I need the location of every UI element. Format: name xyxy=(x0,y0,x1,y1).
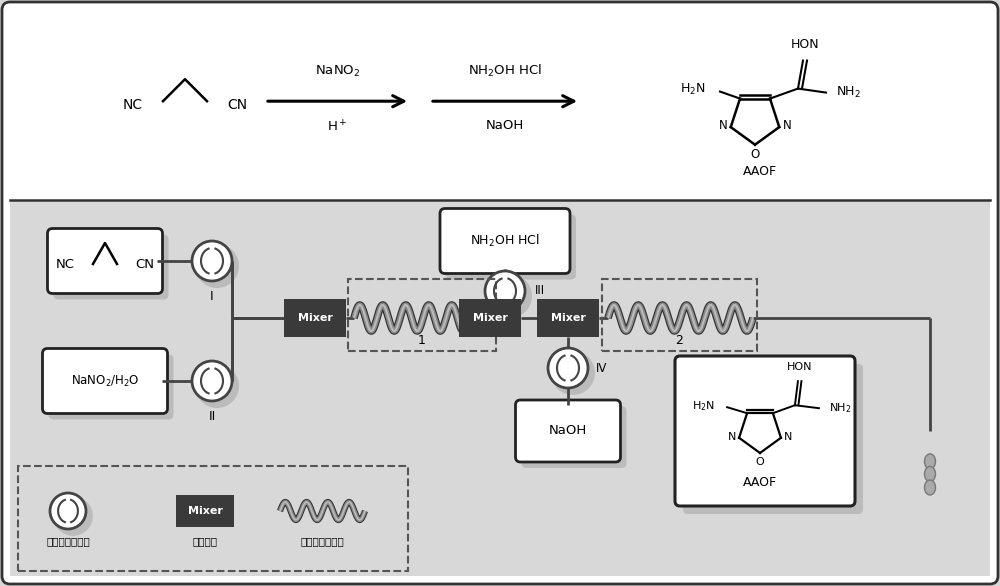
FancyBboxPatch shape xyxy=(54,234,169,299)
FancyBboxPatch shape xyxy=(446,214,576,280)
Circle shape xyxy=(50,493,86,529)
Ellipse shape xyxy=(195,244,239,288)
Text: 1: 1 xyxy=(418,335,426,347)
Text: Mixer: Mixer xyxy=(298,313,332,323)
Text: NaOH: NaOH xyxy=(549,424,587,438)
Text: HON: HON xyxy=(791,38,819,50)
FancyBboxPatch shape xyxy=(48,229,163,294)
Text: AAOF: AAOF xyxy=(743,165,777,178)
Bar xyxy=(10,200,990,576)
FancyBboxPatch shape xyxy=(43,349,168,414)
Circle shape xyxy=(192,241,232,281)
Text: N: N xyxy=(719,118,728,132)
Text: O: O xyxy=(750,148,760,161)
Ellipse shape xyxy=(488,274,532,318)
Text: N: N xyxy=(783,118,792,132)
Text: NH$_2$OH HCl: NH$_2$OH HCl xyxy=(468,63,542,79)
Text: CN: CN xyxy=(227,98,247,112)
Circle shape xyxy=(192,361,232,401)
Text: NH$_2$: NH$_2$ xyxy=(829,401,851,415)
Text: III: III xyxy=(535,284,545,298)
Text: 微流场反应装置: 微流场反应装置 xyxy=(301,536,344,546)
FancyBboxPatch shape xyxy=(683,364,863,514)
Text: 微混合器: 微混合器 xyxy=(193,536,218,546)
Text: N: N xyxy=(728,432,736,442)
Text: 注射泵或蠕动泵: 注射泵或蠕动泵 xyxy=(46,536,90,546)
Text: NaNO$_2$: NaNO$_2$ xyxy=(315,64,360,79)
Ellipse shape xyxy=(924,454,936,469)
Text: HON: HON xyxy=(787,362,812,372)
Bar xyxy=(10,10,990,200)
Text: II: II xyxy=(208,410,216,423)
Text: H$_2$N: H$_2$N xyxy=(680,82,706,97)
Text: CN: CN xyxy=(135,257,154,271)
Ellipse shape xyxy=(195,364,239,408)
FancyBboxPatch shape xyxy=(459,299,521,337)
Bar xyxy=(602,279,757,351)
FancyBboxPatch shape xyxy=(176,495,234,527)
Text: IV: IV xyxy=(596,362,607,374)
Text: NH$_2$OH HCl: NH$_2$OH HCl xyxy=(470,233,540,249)
Ellipse shape xyxy=(924,480,936,495)
Text: AAOF: AAOF xyxy=(743,476,777,489)
Circle shape xyxy=(548,348,588,388)
Text: H$^+$: H$^+$ xyxy=(327,119,348,135)
Text: O: O xyxy=(756,457,764,467)
Text: I: I xyxy=(210,289,214,302)
FancyBboxPatch shape xyxy=(522,406,626,468)
Text: NC: NC xyxy=(123,98,143,112)
FancyBboxPatch shape xyxy=(440,209,570,274)
Circle shape xyxy=(485,271,525,311)
FancyBboxPatch shape xyxy=(537,299,599,337)
Text: Mixer: Mixer xyxy=(473,313,507,323)
Text: N: N xyxy=(784,432,792,442)
Bar xyxy=(348,279,496,351)
Bar xyxy=(18,466,408,571)
Text: NaNO$_2$/H$_2$O: NaNO$_2$/H$_2$O xyxy=(71,373,139,389)
FancyBboxPatch shape xyxy=(516,400,620,462)
Text: NC: NC xyxy=(56,257,75,271)
Text: Mixer: Mixer xyxy=(551,313,585,323)
Text: Mixer: Mixer xyxy=(188,506,222,516)
FancyBboxPatch shape xyxy=(284,299,346,337)
Ellipse shape xyxy=(53,496,93,536)
FancyBboxPatch shape xyxy=(49,355,174,420)
Ellipse shape xyxy=(551,351,595,395)
FancyBboxPatch shape xyxy=(675,356,855,506)
Text: H$_2$N: H$_2$N xyxy=(692,399,715,413)
Ellipse shape xyxy=(924,466,936,482)
Text: NaOH: NaOH xyxy=(486,119,524,132)
Text: 2: 2 xyxy=(676,335,683,347)
Text: NH$_2$: NH$_2$ xyxy=(836,85,861,100)
